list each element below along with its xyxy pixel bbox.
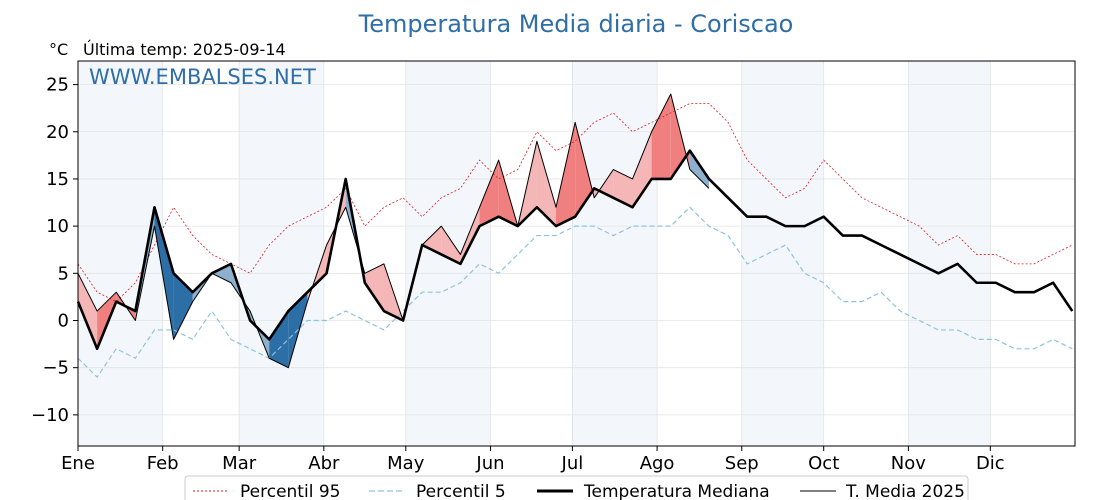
anomaly-fill xyxy=(536,141,557,227)
y-tick-label: −5 xyxy=(42,358,69,379)
anomaly-fill xyxy=(575,122,595,217)
x-tick-label: Jul xyxy=(561,453,584,474)
month-band-Mar xyxy=(239,61,324,446)
y-tick-label: −10 xyxy=(31,405,69,426)
month-bands xyxy=(78,61,991,446)
legend-label-median: Temperatura Mediana xyxy=(583,482,770,500)
x-tick-label: Ago xyxy=(640,453,675,474)
anomaly-fill xyxy=(173,273,193,340)
x-tick-label: Jun xyxy=(475,453,504,474)
anomaly-fill xyxy=(78,273,98,349)
y-tick-label: 15 xyxy=(46,169,69,190)
anomaly-fill xyxy=(364,263,384,312)
anomaly-fill xyxy=(460,207,480,264)
anomaly-fill xyxy=(613,169,633,208)
x-tick-label: Dic xyxy=(976,453,1005,474)
legend-box xyxy=(184,475,969,500)
anomaly-fill xyxy=(689,150,709,189)
x-tick-label: Oct xyxy=(808,453,839,474)
legend: Percentil 95 Percentil 5 Temperatura Med… xyxy=(184,475,969,500)
last-temp-label: Última temp: 2025-09-14 xyxy=(83,40,286,59)
anomaly-fill xyxy=(479,160,499,227)
y-tick-label: 25 xyxy=(46,75,69,96)
y-tick-label: 10 xyxy=(46,216,69,237)
x-tick-label: Ene xyxy=(61,453,95,474)
month-band-Sep xyxy=(741,61,824,446)
x-tick-label: Feb xyxy=(147,453,179,474)
unit-label: °C xyxy=(49,40,68,59)
anomaly-fill xyxy=(632,131,652,208)
legend-label-2025: T. Media 2025 xyxy=(845,482,965,500)
x-tick-label: May xyxy=(387,453,425,474)
watermark: WWW.EMBALSES.NET xyxy=(89,65,316,89)
y-tick-label: 20 xyxy=(46,122,69,143)
anomaly-fill xyxy=(651,94,671,179)
x-tick-label: Sep xyxy=(725,453,759,474)
x-tick-label: Abr xyxy=(308,453,340,474)
legend-label-p5: Percentil 5 xyxy=(416,482,506,500)
y-axis-ticks: 25 20 15 10 5 0 −5 −10 xyxy=(31,75,78,426)
x-tick-label: Mar xyxy=(222,453,257,474)
plot-frame xyxy=(77,60,1076,447)
x-axis-ticks: Ene Feb Mar Abr May Jun Jul Ago Sep Oct Nov Dic xyxy=(61,446,1005,474)
y-tick-label: 5 xyxy=(58,263,69,284)
series-lines xyxy=(76,93,1074,379)
series-line-2025 xyxy=(77,93,710,369)
anomaly-fill xyxy=(441,226,461,264)
month-band-Jul xyxy=(572,61,658,446)
anomaly-fill xyxy=(211,263,231,283)
anomaly-fill xyxy=(556,122,576,227)
chart-title: Temperatura Media diaria - Coriscao xyxy=(358,10,794,38)
x-tick-label: Nov xyxy=(891,453,926,474)
month-band-Ene xyxy=(78,61,163,446)
month-band-Nov xyxy=(908,61,991,446)
legend-label-p95: Percentil 95 xyxy=(240,482,340,500)
anomaly-fill xyxy=(154,207,174,340)
series-line-p5 xyxy=(77,206,1073,379)
y-tick-label: 0 xyxy=(58,310,69,331)
